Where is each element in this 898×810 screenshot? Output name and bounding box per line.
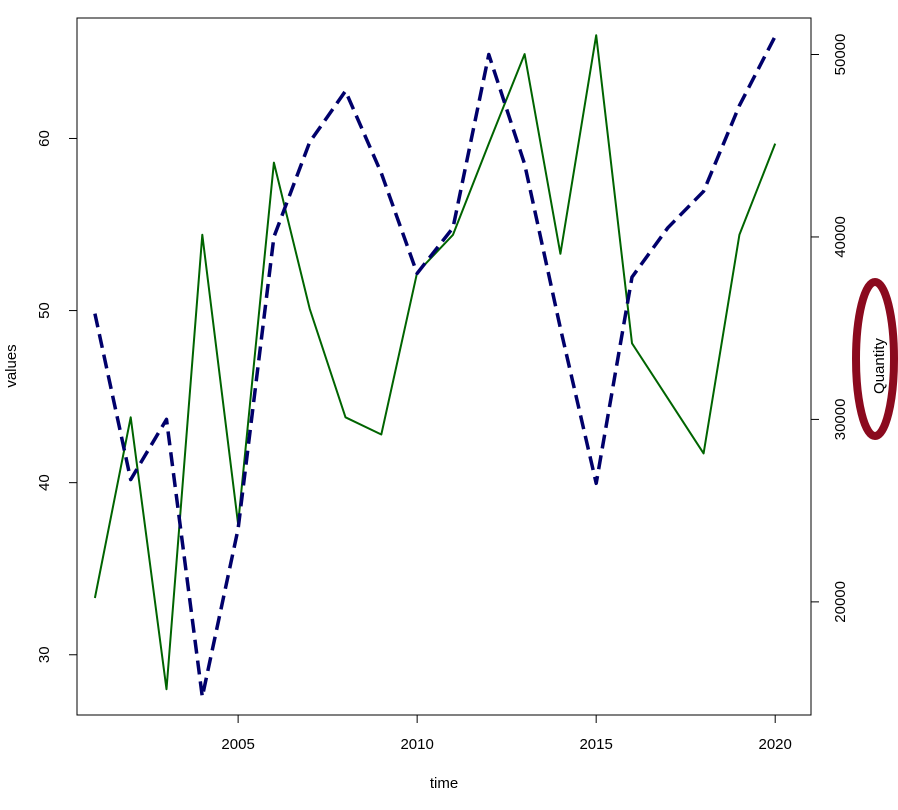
y-right-tick-label: 20000	[832, 581, 849, 623]
series-line-values	[93, 34, 777, 691]
y-right-tick-label: 50000	[832, 34, 849, 76]
y-axis-right: 20000 30000 40000 50000	[811, 34, 849, 623]
y-left-tick-label: 60	[36, 130, 53, 147]
x-axis-title: time	[430, 775, 458, 792]
y-right-tick-label: 30000	[832, 399, 849, 441]
quantity-highlight-ellipse	[852, 278, 898, 440]
series-line-quantity	[93, 35, 777, 699]
y-axis-right-title: Quantity	[871, 338, 888, 394]
x-tick-label: 2015	[579, 736, 612, 753]
y-left-tick-label: 50	[36, 302, 53, 319]
plot-frame	[76, 17, 812, 716]
y-left-tick-label: 30	[36, 646, 53, 663]
y-left-tick-label: 40	[36, 474, 53, 491]
x-tick-label: 2010	[400, 736, 433, 753]
y-axis-left-title: values	[3, 344, 20, 387]
x-axis: 2005 2010 2015 2020	[221, 715, 792, 753]
y-axis-left: 30 40 50 60	[36, 130, 77, 663]
x-tick-label: 2020	[759, 736, 792, 753]
x-tick-label: 2005	[221, 736, 254, 753]
y-right-tick-label: 40000	[832, 216, 849, 258]
series-layer	[93, 34, 777, 699]
